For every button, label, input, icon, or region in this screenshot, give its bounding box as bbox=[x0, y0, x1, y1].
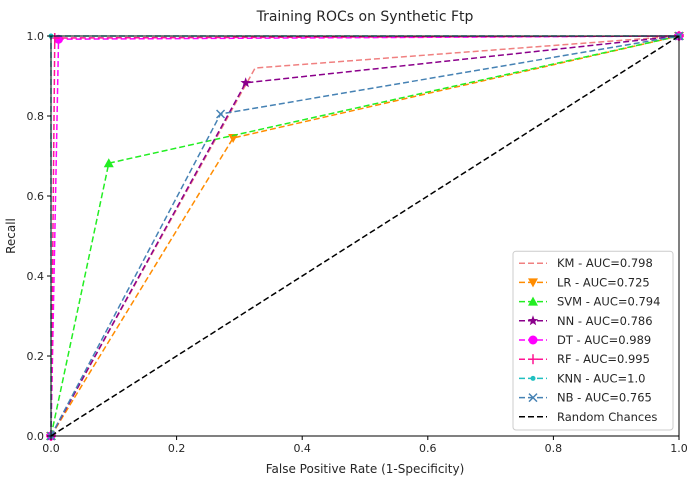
x-tick-label: 0.4 bbox=[293, 442, 311, 455]
y-axis-label: Recall bbox=[4, 218, 18, 254]
plot-frame bbox=[50, 35, 680, 437]
legend-marker bbox=[528, 296, 538, 306]
legend-item: LR - AUC=0.725 bbox=[519, 275, 650, 289]
data-point bbox=[103, 158, 114, 168]
x-tick-label: 1.0 bbox=[670, 442, 688, 455]
legend-item: RF - AUC=0.995 bbox=[519, 352, 650, 366]
x-tick-label: 0.8 bbox=[545, 442, 563, 455]
legend-item: KM - AUC=0.798 bbox=[519, 256, 653, 270]
y-tick-label: 0.6 bbox=[27, 190, 45, 203]
chart-title: Training ROCs on Synthetic Ftp bbox=[256, 9, 474, 25]
legend: KM - AUC=0.798 LR - AUC=0.725 SVM - AUC=0.… bbox=[512, 250, 674, 431]
legend-marker bbox=[528, 335, 538, 345]
legend-label: KM - AUC=0.798 bbox=[557, 256, 653, 270]
legend-box bbox=[512, 250, 674, 431]
legend-marker bbox=[527, 315, 539, 326]
legend-item: DT - AUC=0.989 bbox=[519, 333, 651, 347]
x-axis: 0.0 0.2 0.4 0.6 0.8 1.0 bbox=[42, 436, 688, 455]
x-tick-label: 0.0 bbox=[42, 442, 60, 455]
data-point bbox=[228, 134, 239, 143]
legend-label: RF - AUC=0.995 bbox=[557, 352, 650, 366]
y-tick-label: 0.8 bbox=[27, 110, 45, 123]
data-point bbox=[216, 109, 226, 119]
legend-item: SVM - AUC=0.794 bbox=[519, 295, 660, 309]
legend-label: KNN - AUC=1.0 bbox=[557, 371, 645, 385]
y-tick-label: 0.0 bbox=[27, 430, 45, 443]
y-tick-label: 0.4 bbox=[27, 270, 45, 283]
legend-label: NB - AUC=0.765 bbox=[557, 391, 652, 405]
legend-marker bbox=[528, 278, 538, 288]
x-tick-label: 0.6 bbox=[419, 442, 437, 455]
series-line bbox=[50, 35, 680, 437]
series-8 bbox=[50, 35, 680, 437]
legend-marker bbox=[528, 354, 538, 365]
series-line bbox=[50, 35, 680, 437]
legend-item: NN - AUC=0.786 bbox=[519, 314, 653, 328]
legend-label: Random Chances bbox=[557, 410, 657, 424]
legend-item: KNN - AUC=1.0 bbox=[519, 371, 645, 385]
x-tick-label: 0.2 bbox=[168, 442, 186, 455]
data-point bbox=[240, 77, 251, 88]
y-axis: 0.0 0.2 0.4 0.6 0.8 1.0 bbox=[27, 30, 51, 443]
data-point bbox=[54, 34, 64, 44]
x-axis-label: False Positive Rate (1-Specificity) bbox=[266, 462, 465, 476]
legend-marker bbox=[528, 393, 538, 403]
series-line bbox=[50, 35, 680, 437]
legend-marker bbox=[530, 375, 536, 381]
y-tick-label: 0.2 bbox=[27, 350, 45, 363]
legend-label: NN - AUC=0.786 bbox=[557, 314, 653, 328]
legend-label: LR - AUC=0.725 bbox=[557, 275, 650, 289]
legend-item: NB - AUC=0.765 bbox=[519, 391, 652, 405]
y-tick-label: 1.0 bbox=[27, 30, 45, 43]
legend-label: SVM - AUC=0.794 bbox=[557, 295, 660, 309]
legend-label: DT - AUC=0.989 bbox=[557, 333, 651, 347]
legend-item: Random Chances bbox=[519, 410, 657, 424]
